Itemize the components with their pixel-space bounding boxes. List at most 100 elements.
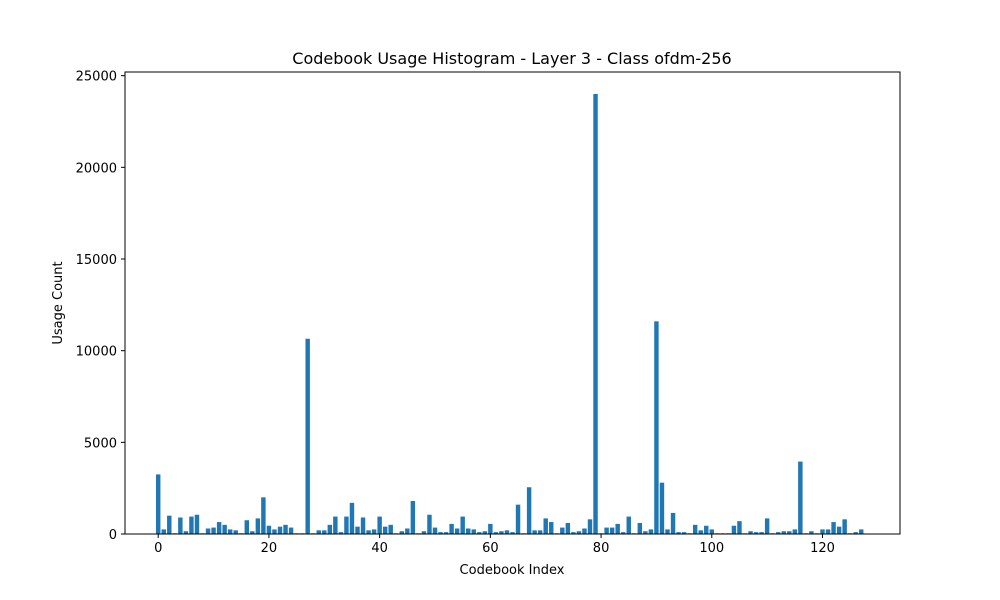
bar-index-93 — [670, 512, 676, 534]
bar-index-46 — [410, 501, 416, 534]
chart-title: Codebook Usage Histogram - Layer 3 - Cla… — [292, 49, 731, 68]
bar-index-30 — [322, 530, 327, 534]
bar-index-112 — [776, 532, 781, 534]
bar-index-17 — [250, 531, 255, 534]
x-axis-label: Codebook Index — [460, 563, 565, 578]
bar-index-69 — [537, 530, 543, 534]
bar-index-10 — [211, 527, 216, 534]
bar-index-114 — [787, 531, 792, 534]
bar-index-4 — [178, 517, 183, 534]
y-tick-label: 5000 — [84, 436, 117, 451]
bar-index-99 — [704, 525, 709, 534]
bar-index-1 — [161, 529, 166, 534]
bar-index-54 — [454, 528, 460, 534]
bar-index-44 — [399, 531, 404, 534]
bar-index-51 — [438, 532, 443, 534]
bar-index-127 — [859, 529, 864, 534]
bar-index-73 — [560, 527, 565, 534]
bar-index-115 — [792, 529, 798, 534]
bar-index-100 — [709, 529, 714, 534]
bar-index-56 — [466, 528, 471, 534]
bar-index-13 — [227, 529, 233, 534]
bar-index-32 — [333, 516, 338, 534]
bar-index-90 — [654, 321, 659, 534]
bar-index-16 — [244, 520, 249, 534]
bar-index-59 — [482, 531, 488, 534]
bar-index-87 — [637, 523, 643, 534]
plot-frame — [124, 71, 901, 535]
bar-index-82 — [609, 527, 615, 534]
bar-index-81 — [604, 527, 609, 534]
bar-index-40 — [377, 516, 382, 534]
bar-index-38 — [366, 530, 371, 534]
bar-index-11 — [216, 522, 222, 534]
bar-index-92 — [665, 529, 670, 534]
bar-index-29 — [316, 530, 321, 534]
bar-index-109 — [759, 532, 764, 534]
bar-index-6 — [189, 516, 194, 534]
bar-index-64 — [510, 532, 515, 534]
bar-index-85 — [626, 516, 631, 534]
bar-index-110 — [764, 518, 770, 534]
bar-index-7 — [194, 514, 200, 534]
bar-index-94 — [676, 532, 681, 534]
x-tick-label: 60 — [482, 541, 499, 556]
bar-index-39 — [371, 529, 377, 534]
bar-index-37 — [360, 517, 366, 534]
bar-index-67 — [526, 487, 532, 534]
bar-index-98 — [698, 530, 703, 534]
bar-index-53 — [449, 523, 454, 534]
bar-index-122 — [831, 522, 836, 534]
bar-index-55 — [460, 516, 465, 534]
bar-index-126 — [853, 532, 858, 534]
bar-index-61 — [493, 532, 499, 534]
bar-index-14 — [233, 530, 238, 534]
bar-index-58 — [477, 532, 482, 534]
y-axis-ticks: 0 5000 10000 15000 20000 25000 — [76, 70, 125, 543]
bar-index-104 — [731, 525, 737, 534]
bar-index-107 — [748, 531, 753, 534]
bar-index-65 — [515, 504, 521, 534]
bar-index-71 — [549, 522, 554, 534]
bar-index-21 — [272, 529, 277, 534]
bar-index-63 — [504, 530, 510, 534]
bar-index-34 — [344, 516, 349, 534]
bar-index-84 — [621, 532, 626, 534]
bar-index-113 — [781, 531, 786, 534]
bar-index-88 — [643, 531, 648, 534]
y-tick-label: 20000 — [76, 161, 117, 176]
bar-index-19 — [261, 497, 266, 534]
bar-index-45 — [405, 528, 410, 534]
y-tick-label: 0 — [109, 528, 117, 543]
bar-index-24 — [288, 527, 294, 534]
bar-index-76 — [576, 531, 582, 534]
bar-index-52 — [443, 532, 449, 534]
bar-index-2 — [167, 515, 172, 534]
bar-index-78 — [587, 519, 593, 534]
bar-index-49 — [427, 514, 432, 534]
bar-index-105 — [737, 521, 742, 534]
bar-index-79 — [593, 94, 598, 534]
bar-index-60 — [488, 523, 493, 534]
bar-index-124 — [842, 519, 847, 534]
bar-index-31 — [327, 524, 333, 534]
bar-index-62 — [499, 531, 504, 534]
bar-index-116 — [798, 461, 803, 534]
x-axis-ticks: 0 20 40 60 80 100 120 — [154, 534, 835, 556]
bar-index-70 — [543, 518, 548, 534]
y-tick-label: 15000 — [76, 253, 117, 268]
bar-index-97 — [692, 524, 698, 534]
bar-index-5 — [183, 531, 189, 534]
bar-index-27 — [305, 338, 310, 534]
x-tick-label: 40 — [371, 541, 388, 556]
x-tick-label: 0 — [154, 541, 162, 556]
bar-index-22 — [277, 526, 283, 534]
bar-index-77 — [582, 528, 587, 534]
bar-index-118 — [809, 531, 814, 534]
bar-index-18 — [255, 518, 261, 534]
bar-index-57 — [471, 529, 476, 534]
bar-index-74 — [565, 523, 571, 534]
bar-index-68 — [532, 530, 537, 534]
bar-index-75 — [571, 532, 576, 534]
